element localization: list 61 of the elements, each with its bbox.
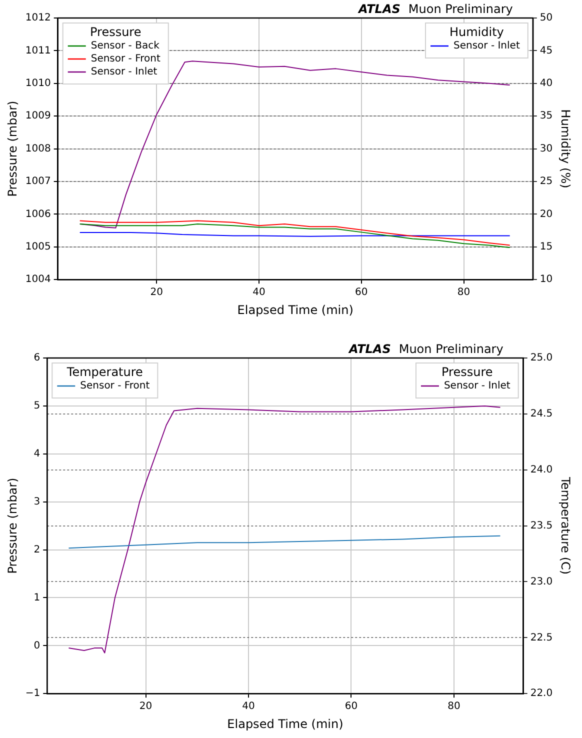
y-tick-label: 1005 [25, 241, 51, 252]
y-tick-label: 3 [34, 496, 40, 508]
y2-tick-label: 40 [540, 78, 553, 89]
legend-label: Sensor - Front [90, 54, 160, 65]
annotation: Pressure [442, 365, 493, 380]
y-tick-label: 2 [34, 544, 40, 556]
y2-tick-label: 22.0 [530, 688, 553, 700]
annotation: Humidity [449, 25, 504, 40]
y2-tick-label: 24.0 [530, 464, 553, 476]
y-tick-label: 5 [34, 400, 40, 412]
chart-title: ATLAS [348, 342, 391, 356]
y2-tick-label: 24.5 [530, 408, 553, 420]
x-tick-label: 20 [150, 287, 164, 298]
x-tick-label: 60 [355, 287, 368, 298]
x-tick-label: 80 [457, 287, 470, 298]
y-tick-label: 1008 [25, 143, 51, 154]
x-tick-label: 40 [242, 701, 255, 712]
y2-tick-label: 25.0 [530, 352, 553, 364]
y2-tick-label: 50 [540, 12, 553, 24]
chart-title: ATLAS [357, 2, 400, 16]
y2-tick-label: 23.5 [530, 520, 553, 532]
y-tick-label: 1012 [25, 12, 51, 24]
x-tick-label: 80 [448, 701, 460, 712]
y-tick-label: 0 [34, 640, 40, 652]
y2-tick-label: 45 [540, 45, 553, 56]
x-tick-label: 20 [139, 701, 152, 712]
y2-tick-label: 10 [540, 274, 553, 286]
y-tick-label: −1 [25, 688, 40, 700]
y-tick-label: 1007 [25, 176, 51, 188]
y2-tick-label: 15 [540, 241, 553, 252]
y2-tick-label: 23.0 [530, 576, 553, 588]
x-axis-title: Elapsed Time (min) [237, 302, 354, 317]
legend-label: Sensor - Inlet [453, 40, 520, 52]
legend-title: Temperature [66, 365, 143, 380]
x-tick-label: 40 [252, 287, 266, 298]
x-tick-label: 60 [344, 701, 358, 712]
y-tick-label: 6 [34, 352, 40, 364]
y-tick-label: 4 [34, 448, 40, 460]
legend-title: Pressure [90, 25, 142, 40]
y-tick-label: 1004 [25, 274, 51, 286]
y2-tick-label: 30 [540, 143, 553, 154]
x-axis-title: Elapsed Time (min) [227, 716, 344, 731]
y2-tick-label: 22.5 [530, 632, 553, 644]
y2-tick-label: 35 [540, 110, 553, 122]
y-tick-label: 1010 [25, 78, 51, 89]
y-tick-label: 1006 [25, 208, 51, 220]
y2-tick-label: 25 [540, 176, 553, 188]
chart-subtitle: Muon Preliminary [398, 342, 504, 356]
y2-tick-label: 20 [540, 208, 553, 220]
y-tick-label: 1009 [25, 110, 51, 122]
chart-subtitle: Muon Preliminary [408, 2, 513, 16]
legend-label: Sensor - Inlet [444, 380, 510, 392]
y-tick-label: 1 [34, 592, 40, 604]
y2-axis-title: Temperature (C) [558, 476, 573, 575]
y2-axis-title: Humidity (%) [558, 109, 573, 188]
legend-label: Sensor - Front [80, 380, 150, 392]
y-axis-title: Pressure (mbar) [5, 478, 20, 574]
y-tick-label: 1011 [25, 45, 51, 56]
legend-label: Sensor - Back [90, 40, 160, 52]
legend-label: Sensor - Inlet [90, 66, 158, 78]
y-axis-title: Pressure (mbar) [5, 100, 20, 197]
